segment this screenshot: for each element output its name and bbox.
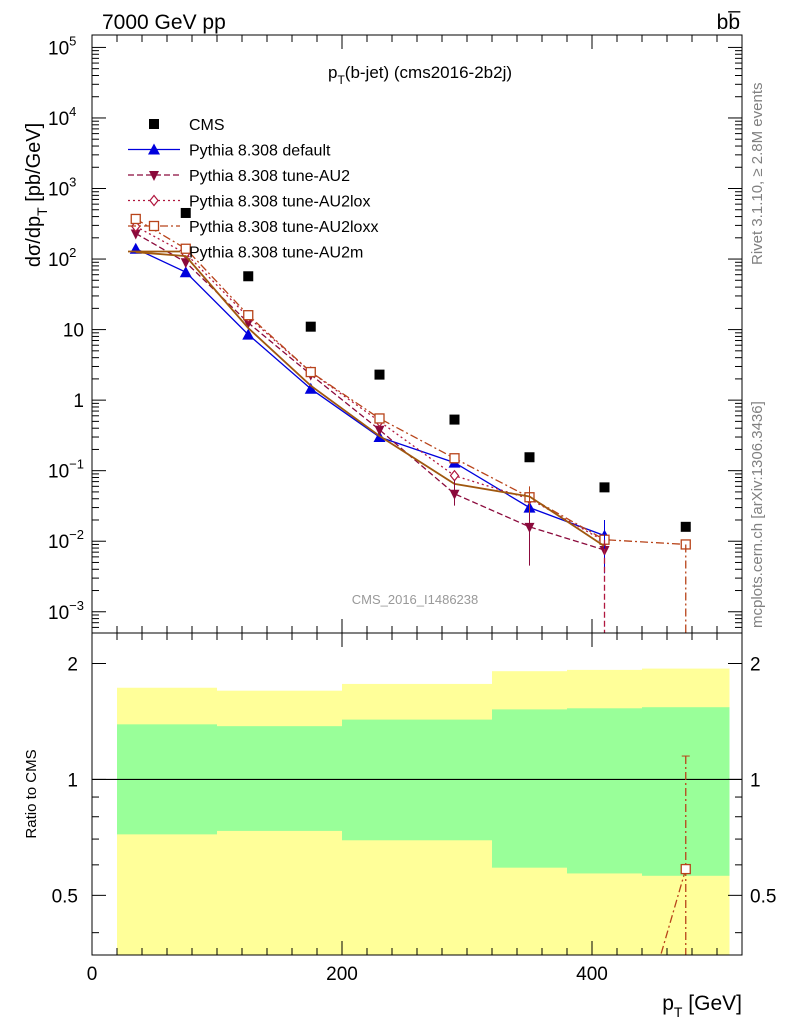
- ratio-y-axis-label: Ratio to CMS: [23, 749, 40, 838]
- data-point-au2: [180, 258, 191, 269]
- legend-item-au2lox: Pythia 8.308 tune-AU2lox: [128, 194, 370, 211]
- ratio-line: [660, 868, 687, 956]
- series-line-au2m: [135, 251, 605, 547]
- data-point-au2loxx: [243, 310, 254, 321]
- legend-label: Pythia 8.308 tune-AU2loxx: [189, 219, 378, 236]
- series-line-default: [135, 248, 605, 537]
- legend-label: Pythia 8.308 tune-AU2m: [189, 245, 363, 262]
- header-left: 7000 GeV pp: [102, 11, 226, 34]
- rivet-label: Rivet 3.1.10, ≥ 2.8M events: [749, 83, 766, 266]
- legend-item-au2loxx: Pythia 8.308 tune-AU2loxx: [128, 219, 378, 236]
- ratio-bands: [117, 668, 730, 955]
- data-point-cms: [680, 521, 691, 532]
- header-right: bb̅: [717, 11, 742, 34]
- ratio-y-tick-label: 2: [67, 654, 78, 675]
- series-cms: [180, 207, 691, 532]
- watermark: CMS_2016_I1486238: [352, 592, 479, 607]
- legend-item-au2: Pythia 8.308 tune-AU2: [128, 168, 350, 185]
- data-point-cms: [599, 482, 610, 493]
- data-point-au2loxx: [374, 413, 385, 424]
- x-axis-label: pT [GeV]: [662, 992, 742, 1020]
- legend-label: Pythia 8.308 tune-AU2lox: [189, 194, 370, 211]
- legend-marker: [149, 194, 159, 207]
- band-inner: [217, 726, 342, 831]
- data-point-cms: [243, 271, 254, 282]
- legend-marker: [148, 143, 160, 155]
- data-point-cms: [449, 414, 460, 425]
- data-point-default: [242, 328, 255, 340]
- band-inner: [492, 709, 567, 868]
- series-line-au2loxx: [135, 218, 686, 546]
- main-y-axis-label: dσ/dpT [pb/GeV]: [23, 123, 50, 267]
- legend-item-au2m: Pythia 8.308 tune-AU2m: [128, 245, 363, 262]
- mcplots-label: mcplots.cern.ch [arXiv:1306.3436]: [749, 401, 766, 628]
- ratio-axis-ticks: 0.5 0.5 1 1 2 2 0 200 400: [52, 633, 776, 985]
- legend-item-default: Pythia 8.308 default: [128, 143, 331, 160]
- x-axis-label-text: pT [GeV]: [662, 992, 742, 1020]
- data-point-cms: [180, 207, 191, 218]
- y-tick-label: 10: [63, 321, 84, 342]
- x-tick-label: 400: [576, 964, 608, 985]
- series-au2: [130, 229, 610, 557]
- ratio-y-tick-label-right: 1: [750, 770, 761, 791]
- data-point-au2: [374, 425, 385, 436]
- data-point-default: [179, 266, 192, 278]
- series-au2loxx: [130, 213, 691, 550]
- data-point-au2lox: [449, 469, 460, 482]
- y-tick-label: 10−1: [48, 457, 84, 483]
- series-line-au2: [135, 232, 605, 551]
- data-point-cms: [524, 452, 535, 463]
- y-tick-label: 105: [48, 33, 76, 59]
- ratio-panel: 0.5 0.5 1 1 2 2 0 200 400 Ratio to CMS pT [GeV]: [23, 632, 776, 1020]
- ratio-y-tick-label-right: 0.5: [750, 886, 776, 907]
- data-point-au2: [243, 318, 254, 329]
- series-au2m: [135, 251, 605, 547]
- error-bars: [454, 479, 687, 633]
- ratio-y-tick-label: 1: [67, 770, 78, 791]
- y-tick-label: 102: [48, 245, 76, 271]
- series-au2lox: [130, 220, 610, 548]
- y-tick-label: 104: [48, 104, 76, 130]
- band-inner: [567, 708, 642, 874]
- x-tick-label: 0: [87, 964, 98, 985]
- plot-title-text: pT(b-jet) (cms2016-2b2j): [328, 63, 512, 87]
- legend-marker: [149, 119, 159, 129]
- main-series: [129, 207, 691, 633]
- plot-title: pT(b-jet) (cms2016-2b2j): [328, 63, 512, 87]
- data-point-au2loxx: [305, 366, 316, 378]
- data-point-au2loxx: [449, 453, 460, 464]
- data-point-cms: [374, 369, 385, 380]
- ratio-point: [680, 863, 691, 875]
- legend-label: Pythia 8.308 default: [189, 143, 331, 160]
- y-tick-label: 10−3: [48, 598, 84, 624]
- legend-marker: [149, 171, 159, 181]
- legend-label: CMS: [189, 117, 225, 134]
- main-panel: CMS_2016_I1486238 10−3 10−2 10−1 1 10 102 103 1…: [23, 33, 743, 634]
- data-point-au2: [130, 229, 141, 240]
- data-point-au2loxx: [130, 213, 141, 225]
- series-default: [129, 242, 611, 541]
- legend: CMS Pythia 8.308 default Pythia 8.308 tune…: [128, 117, 378, 262]
- legend-label: Pythia 8.308 tune-AU2: [189, 168, 350, 185]
- data-point-default: [304, 382, 317, 394]
- y-tick-label: 1: [73, 391, 84, 412]
- legend-marker: [148, 220, 160, 232]
- ratio-frame: [91, 632, 743, 956]
- legend-item-cms: CMS: [149, 117, 225, 134]
- ratio-content: [92, 755, 742, 956]
- y-tick-label: 103: [48, 175, 76, 201]
- data-point-au2loxx: [180, 243, 191, 254]
- y-tick-label: 10−2: [48, 527, 84, 553]
- y-axis-label-text: dσ/dpT [pb/GeV]: [23, 123, 50, 267]
- ratio-y-tick-label-right: 2: [750, 654, 761, 675]
- x-tick-label: 200: [326, 964, 358, 985]
- data-point-cms: [305, 321, 316, 332]
- ratio-y-tick-label: 0.5: [52, 886, 78, 907]
